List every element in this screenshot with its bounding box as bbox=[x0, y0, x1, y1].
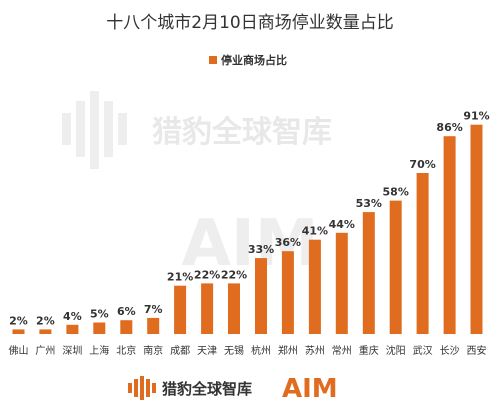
category-label-2: 深圳 bbox=[62, 345, 82, 357]
category-label-11: 苏州 bbox=[305, 344, 325, 357]
value-label-3: 5% bbox=[90, 308, 109, 321]
value-label-17: 91% bbox=[463, 110, 489, 123]
bar-1 bbox=[39, 329, 52, 334]
bar-8 bbox=[228, 283, 240, 334]
value-label-1: 2% bbox=[36, 314, 55, 327]
bar-12 bbox=[335, 232, 348, 334]
value-label-2: 4% bbox=[63, 310, 82, 323]
category-label-1: 广州 bbox=[35, 345, 55, 357]
bar-4 bbox=[120, 320, 133, 334]
watermark-bars-icon bbox=[62, 91, 127, 169]
bar-2 bbox=[66, 324, 79, 334]
bar-0 bbox=[12, 329, 25, 334]
category-labels: 佛山 广州 深圳 上海 北京 南京 成都 天津 无锡 杭州 郑州 苏州 常州 重庆 沈阳 武汉 长沙 西安 bbox=[9, 344, 487, 357]
value-labels: 2% 2% 4% 5% 6% 7%21% 22% 22%33%36%41%44%53%58%7… bbox=[9, 110, 490, 328]
category-label-10: 郑州 bbox=[278, 344, 298, 357]
value-label-8: 22% bbox=[221, 268, 247, 281]
watermark-text: 猎豹全球智库 bbox=[152, 115, 332, 150]
value-label-12: 44% bbox=[329, 218, 355, 231]
category-label-17: 西安 bbox=[467, 344, 487, 357]
value-label-0: 2% bbox=[9, 314, 28, 327]
category-label-16: 长沙 bbox=[440, 345, 460, 357]
value-label-6: 21% bbox=[167, 271, 193, 284]
value-label-11: 41% bbox=[302, 225, 328, 238]
value-label-10: 36% bbox=[275, 236, 301, 249]
footer-logo: AIM bbox=[282, 374, 338, 404]
footer: 猎豹全球智库 AIM bbox=[128, 374, 338, 404]
legend: 停业商场占比 bbox=[209, 53, 287, 67]
bars-layer bbox=[12, 124, 483, 334]
bar-3 bbox=[93, 322, 106, 334]
bar-15 bbox=[416, 173, 429, 334]
bar-6 bbox=[174, 285, 187, 334]
cheetah-bars-icon bbox=[128, 376, 156, 400]
bar-16 bbox=[443, 136, 456, 334]
bar-14 bbox=[389, 200, 402, 334]
value-label-5: 7% bbox=[144, 303, 163, 316]
value-label-4: 6% bbox=[117, 305, 136, 318]
bar-9 bbox=[255, 258, 267, 334]
bar-17 bbox=[470, 124, 483, 334]
value-label-15: 70% bbox=[409, 158, 435, 171]
watermark-logo: AIM bbox=[181, 207, 318, 281]
bar-10 bbox=[281, 251, 294, 334]
category-label-7: 天津 bbox=[197, 345, 217, 357]
chart-title: 十八个城市2月10日商场停业数量占比 bbox=[106, 13, 393, 33]
category-label-0: 佛山 bbox=[9, 344, 29, 357]
category-label-12: 常州 bbox=[332, 344, 352, 357]
category-label-15: 武汉 bbox=[413, 344, 433, 357]
legend-label: 停业商场占比 bbox=[221, 53, 287, 67]
category-label-14: 沈阳 bbox=[386, 344, 406, 357]
category-label-3: 上海 bbox=[89, 344, 109, 357]
bar-7 bbox=[201, 283, 214, 334]
category-label-4: 北京 bbox=[116, 344, 136, 357]
value-label-9: 33% bbox=[248, 243, 274, 256]
legend-swatch bbox=[209, 56, 217, 64]
value-label-13: 53% bbox=[356, 197, 382, 210]
value-label-14: 58% bbox=[383, 186, 409, 199]
footer-brand-text: 猎豹全球智库 bbox=[162, 380, 252, 398]
category-label-8: 无锡 bbox=[224, 344, 244, 357]
bar-13 bbox=[362, 212, 375, 334]
category-label-5: 南京 bbox=[143, 344, 163, 357]
value-label-7: 22% bbox=[194, 268, 220, 281]
value-label-16: 86% bbox=[436, 121, 462, 134]
watermark: 猎豹全球智库 AIM bbox=[62, 91, 332, 281]
category-label-6: 成都 bbox=[170, 345, 190, 357]
category-label-9: 杭州 bbox=[251, 344, 271, 357]
bar-5 bbox=[147, 317, 160, 334]
category-label-13: 重庆 bbox=[359, 344, 379, 357]
bar-11 bbox=[308, 239, 321, 334]
